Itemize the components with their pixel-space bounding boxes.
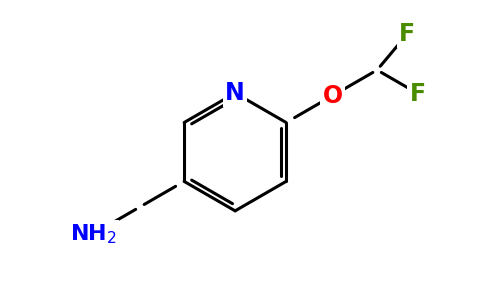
Text: NH$_2$: NH$_2$ — [70, 222, 117, 246]
Text: F: F — [399, 22, 415, 46]
Text: N: N — [225, 81, 245, 105]
Text: O: O — [323, 83, 343, 107]
Text: F: F — [410, 82, 426, 106]
